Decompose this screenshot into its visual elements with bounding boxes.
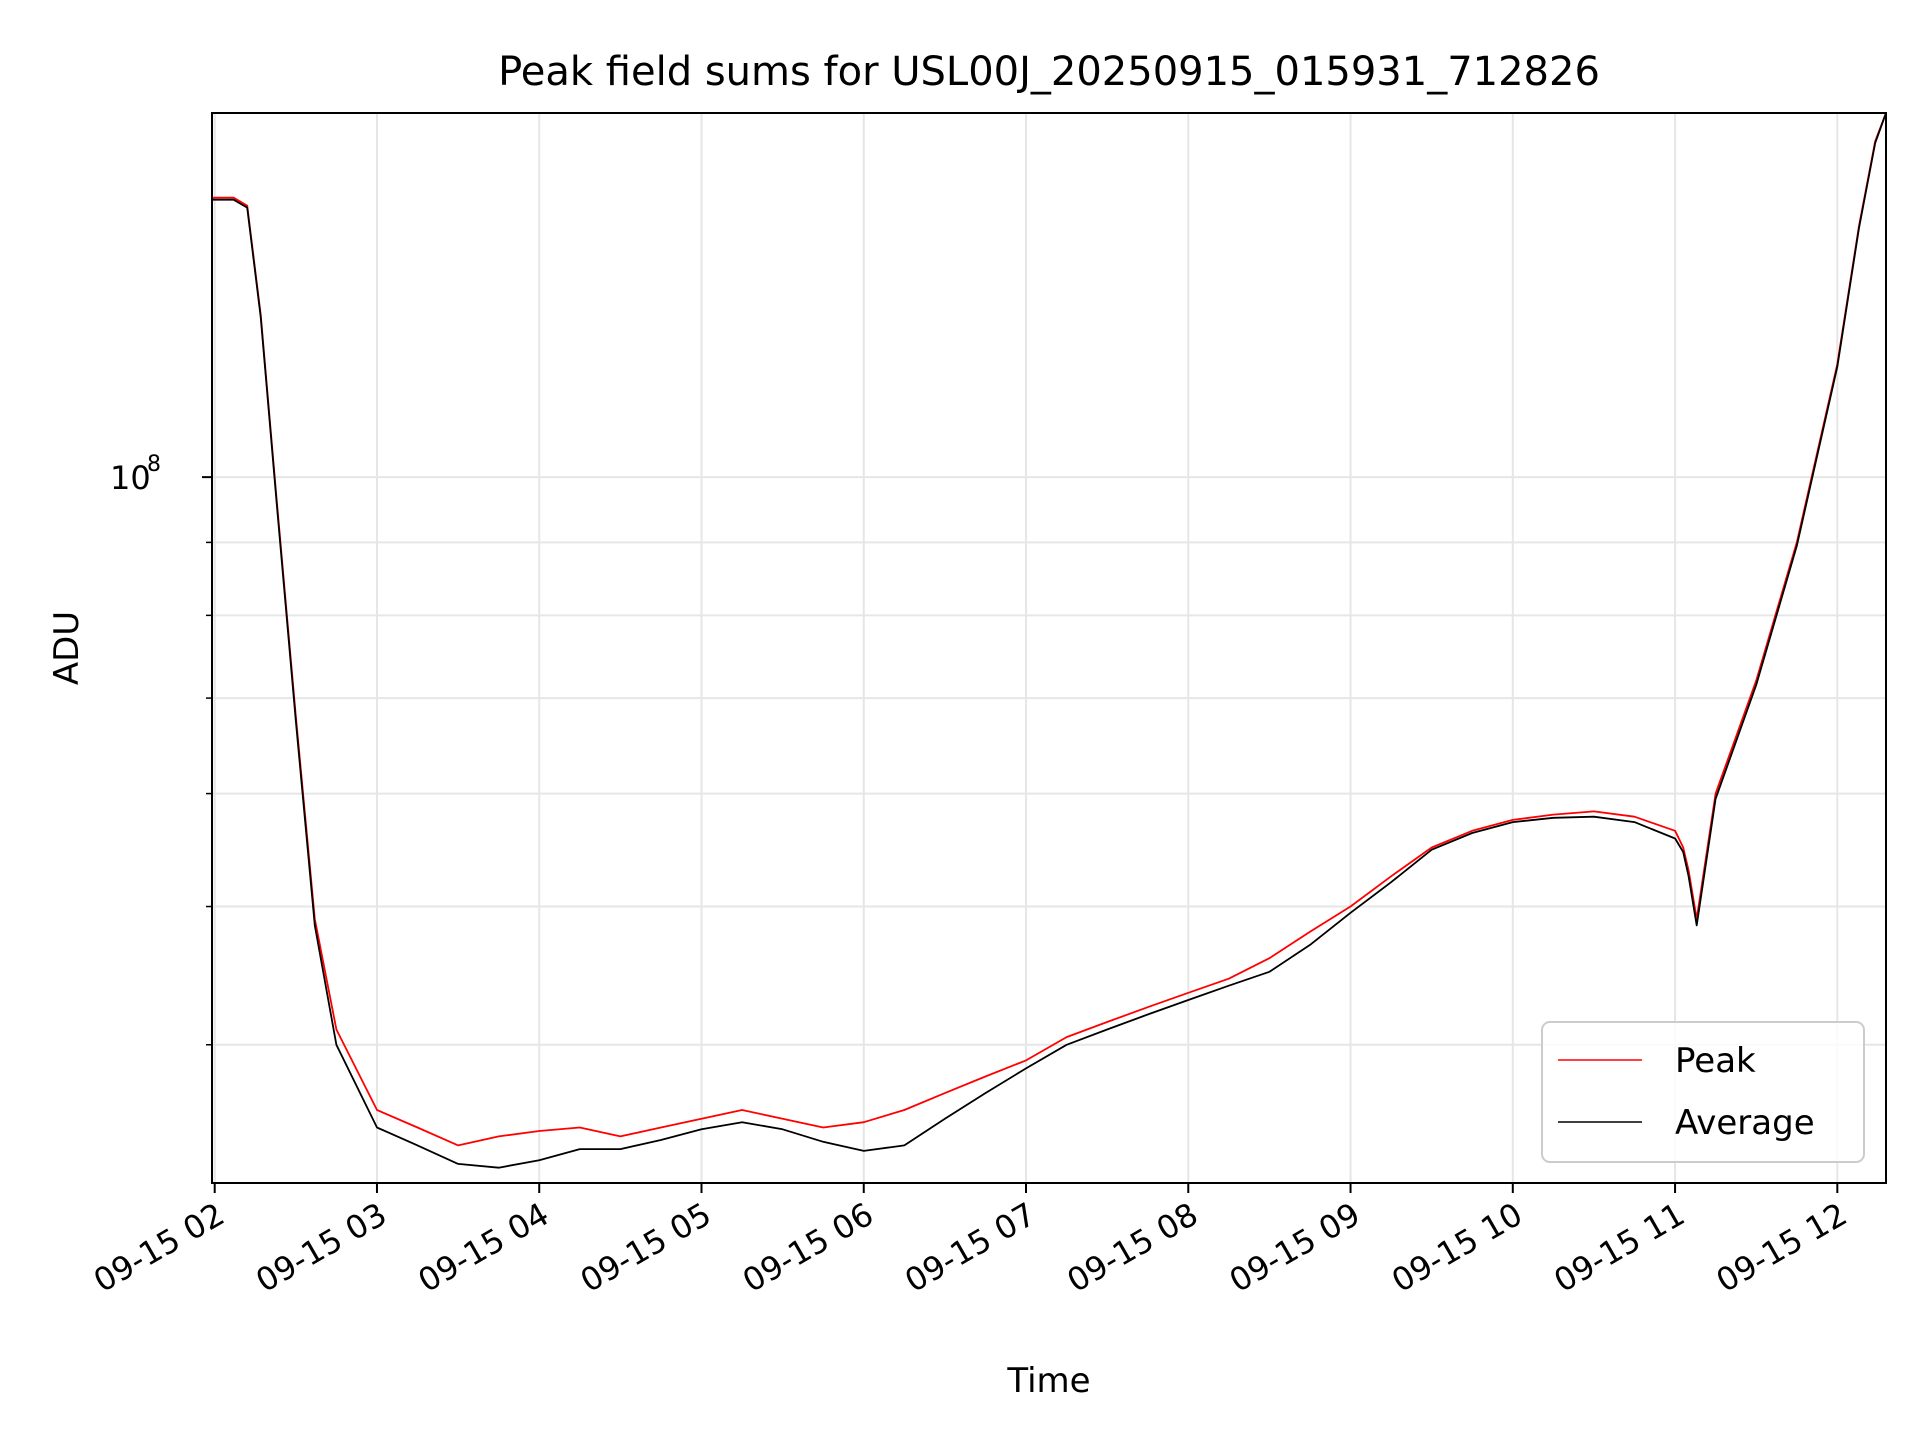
series-layer xyxy=(212,113,1886,1169)
x-axis-label: Time xyxy=(1006,1361,1090,1401)
y-tick-label-exponent: 8 xyxy=(147,452,161,477)
legend-average-label: Average xyxy=(1675,1103,1815,1143)
series-line-peak xyxy=(212,113,1886,1147)
plot-frame xyxy=(211,112,1887,1184)
y-axis-label: ADU xyxy=(47,611,87,685)
series-line-average xyxy=(212,113,1886,1169)
chart-title: Peak field sums for USL00J_20250915_0159… xyxy=(498,49,1600,95)
legend-peak-label: Peak xyxy=(1675,1041,1756,1081)
legend: Peak Average xyxy=(1541,1021,1865,1163)
grid-lines xyxy=(212,113,1886,1183)
y-tick-label-base: 10 xyxy=(110,459,151,497)
legend-box xyxy=(1541,1021,1865,1163)
y-axis-ticks: 108 xyxy=(110,452,212,1046)
